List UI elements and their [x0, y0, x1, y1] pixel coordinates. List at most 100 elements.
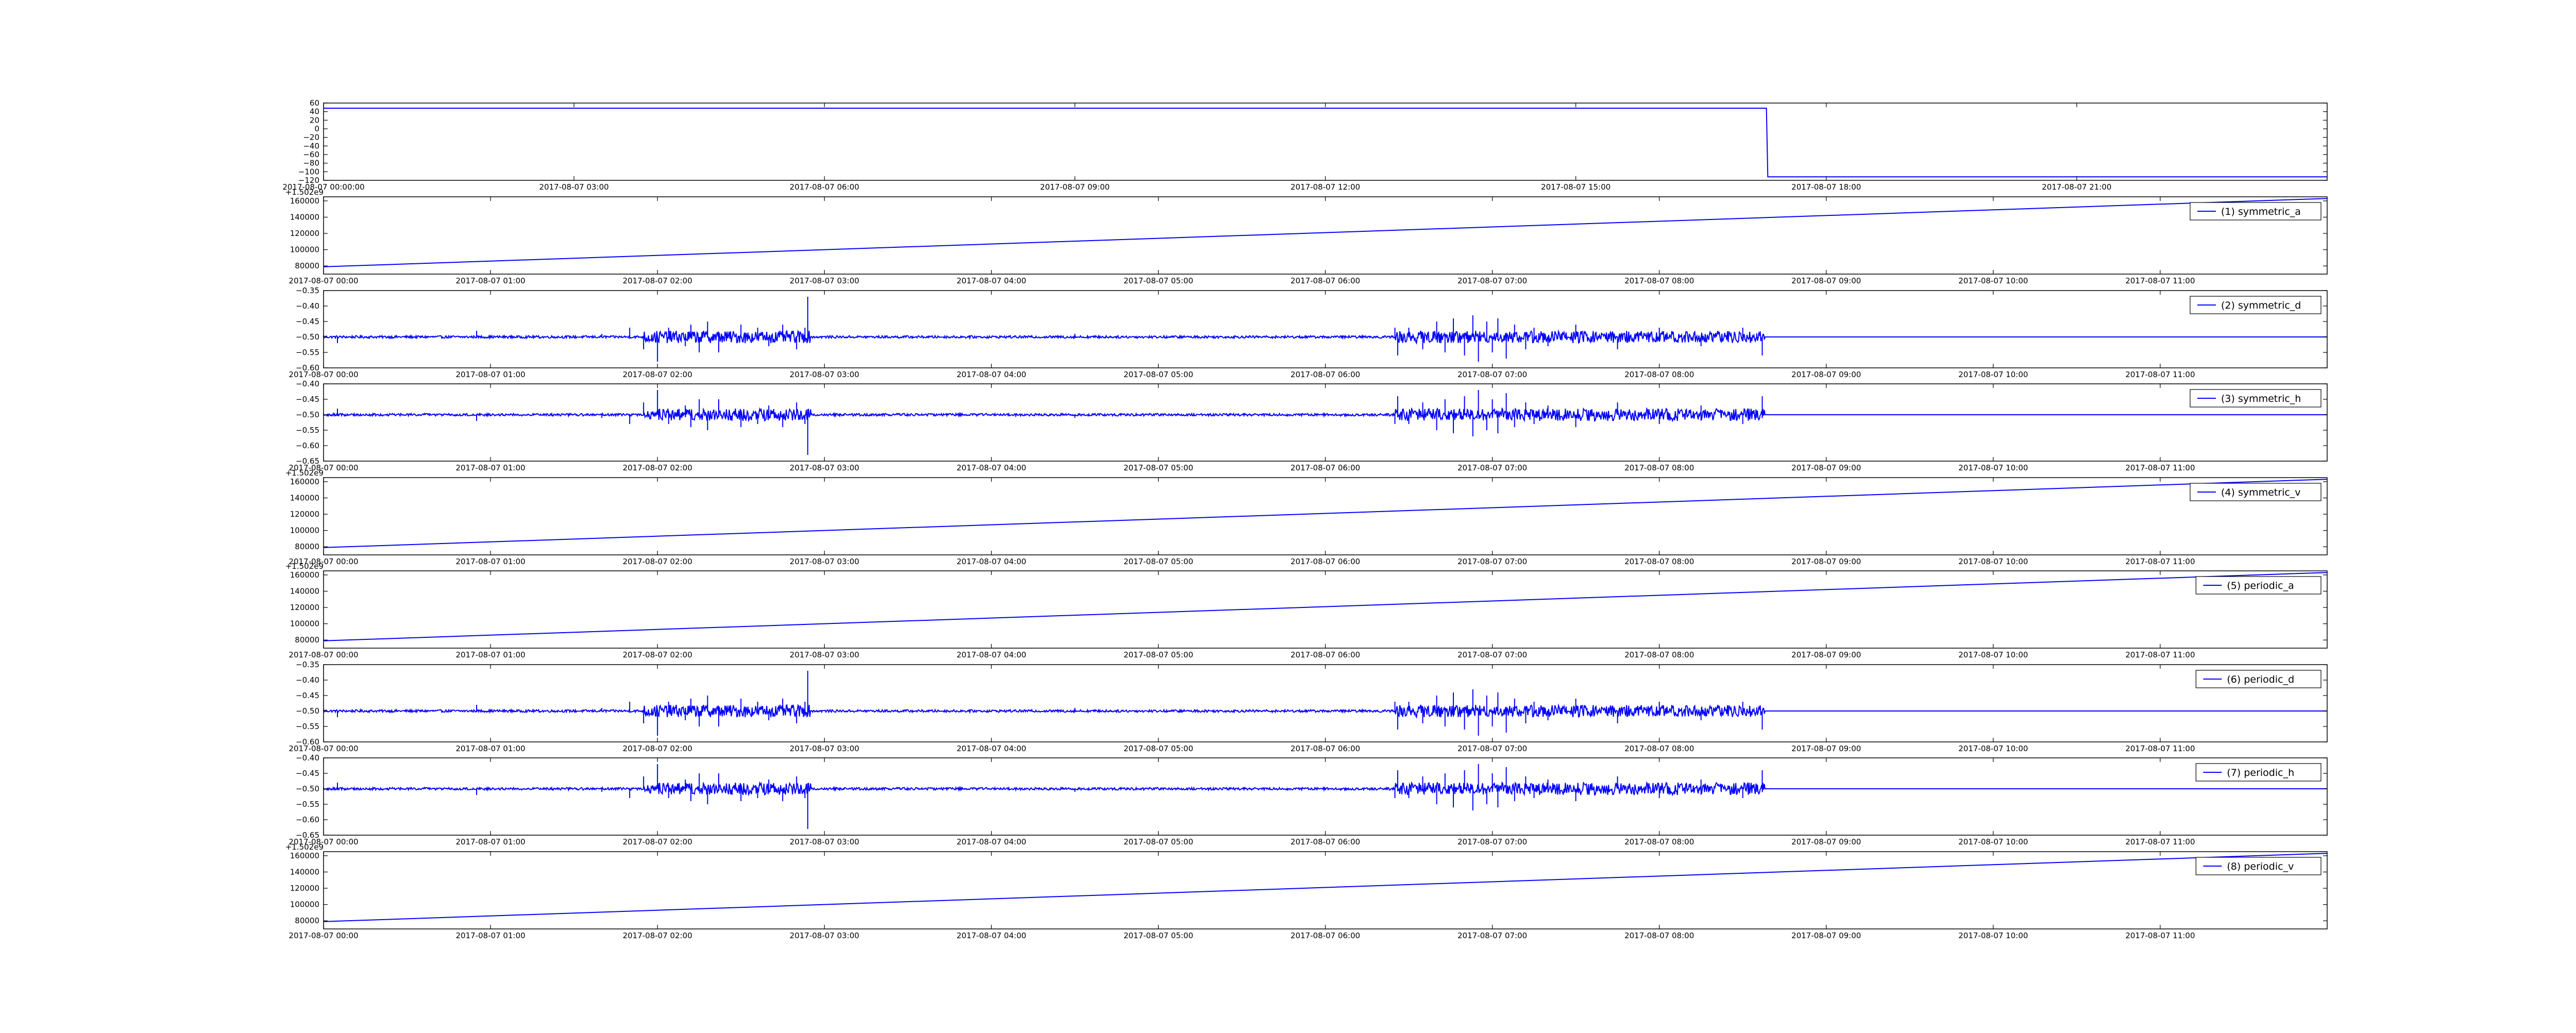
axes-frame: [323, 757, 2328, 836]
x-tick-label: 2017-08-07 18:00: [1791, 182, 1861, 192]
subplot-6: 160000 140000 120000 100000 80000 2017-08-07 …: [285, 562, 2328, 659]
y-tick-label: −0.60: [296, 737, 319, 747]
y-tick-label: 80000: [295, 916, 319, 925]
x-tick-label: 2017-08-07 07:00: [1458, 650, 1527, 659]
y-tick-label: 80000: [295, 261, 319, 270]
x-tick-label: 2017-08-07 09:00: [1040, 182, 1110, 192]
y-tick-label: −100: [298, 167, 319, 176]
x-tick-label: 2017-08-07 09:00: [1791, 837, 1861, 846]
y-tick-label: 160000: [290, 196, 319, 206]
series-4: [323, 390, 2327, 455]
y-tick-label: 140000: [290, 212, 319, 222]
y-tick-label: 160000: [290, 570, 319, 580]
x-tick-label: 2017-08-07 07:00: [1458, 463, 1527, 472]
x-tick-label: 2017-08-07 02:00: [623, 837, 692, 846]
y-offset-text: +1.502e9: [285, 188, 324, 197]
x-tick-label: 2017-08-07 01:00: [455, 370, 525, 379]
y-tick-label: −0.45: [296, 395, 319, 404]
y-tick-label: 40: [310, 107, 319, 116]
y-tick-label: 80000: [295, 542, 319, 551]
axes-frame: [323, 383, 2328, 462]
x-tick-label: 2017-08-07 05:00: [1124, 650, 1193, 659]
x-tick-label: 2017-08-07 02:00: [623, 744, 692, 753]
legend: (3) symmetric_h: [2190, 389, 2321, 408]
y-tick-label: 120000: [290, 510, 319, 519]
axes-frame: [323, 103, 2328, 181]
x-tick-label: 2017-08-07 11:00: [2125, 276, 2195, 285]
legend: (1) symmetric_a: [2190, 202, 2321, 221]
y-tick-label: −0.35: [296, 286, 319, 295]
x-tick-label: 2017-08-07 11:00: [2125, 557, 2195, 566]
x-tick-label: 2017-08-07 15:00: [1541, 182, 1611, 192]
x-tick-label: 2017-08-07 08:00: [1624, 463, 1694, 472]
legend: (8) periodic_v: [2195, 857, 2321, 875]
x-tick-label: 2017-08-07 08:00: [1624, 557, 1694, 566]
x-tick-label: 2017-08-07 08:00: [1624, 837, 1694, 846]
y-tick-label: −0.55: [296, 722, 319, 731]
legend-label: (8) periodic_v: [2227, 861, 2294, 872]
legend-label: (6) periodic_d: [2227, 674, 2294, 685]
y-tick-label: −0.60: [296, 815, 319, 824]
x-tick-label: 2017-08-07 05:00: [1124, 931, 1193, 940]
subplot-5: 160000 140000 120000 100000 80000 2017-08-07 …: [285, 468, 2328, 566]
x-tick-label: 2017-08-07 01:00: [455, 931, 525, 940]
x-tick-label: 2017-08-07 01:00: [455, 837, 525, 846]
series-2: [323, 198, 2328, 267]
x-tick-label: 2017-08-07 08:00: [1624, 370, 1694, 379]
legend-label: (3) symmetric_h: [2221, 393, 2301, 404]
series-line: [323, 671, 2327, 736]
y-tick-label: −0.50: [296, 332, 319, 342]
x-tick-label: 2017-08-07 08:00: [1624, 931, 1694, 940]
x-tick-label: 2017-08-07 02:00: [623, 557, 692, 566]
x-tick-label: 2017-08-07 00:00: [289, 744, 358, 753]
x-tick-label: 2017-08-07 01:00: [455, 744, 525, 753]
subplot-7: −0.35−0.40−0.45−0.50−0.55−0.602017-08-07…: [289, 660, 2328, 753]
x-tick-label: 2017-08-07 04:00: [957, 650, 1026, 659]
y-tick-label: 140000: [290, 586, 319, 596]
x-tick-label: 2017-08-07 04:00: [957, 557, 1026, 566]
y-tick-label: −20: [303, 133, 319, 142]
x-tick-label: 2017-08-07 04:00: [957, 931, 1026, 940]
y-offset-text: +1.502e9: [285, 842, 324, 852]
x-tick-label: 2017-08-07 03:00: [790, 837, 859, 846]
series-line: [323, 479, 2328, 548]
x-tick-label: 2017-08-07 04:00: [957, 837, 1026, 846]
x-tick-label: 2017-08-07 05:00: [1124, 744, 1193, 753]
x-tick-label: 2017-08-07 00:00: [289, 276, 358, 285]
x-tick-label: 2017-08-07 03:00: [790, 276, 859, 285]
y-tick-label: 140000: [290, 867, 319, 876]
x-tick-label: 2017-08-07 05:00: [1124, 370, 1193, 379]
series-line: [323, 297, 2327, 362]
subplot-9: 160000 140000 120000 100000 80000 2017-08-07 …: [285, 842, 2328, 940]
x-tick-label: 2017-08-07 10:00: [1958, 370, 2028, 379]
y-tick-label: −0.35: [296, 660, 319, 669]
y-tick-label: −0.55: [296, 348, 319, 357]
series-line: [323, 572, 2328, 641]
x-tick-label: 2017-08-07 00:00: [289, 837, 358, 846]
x-tick-label: 2017-08-07 10:00: [1958, 463, 2028, 472]
legend-label: (4) symmetric_v: [2221, 487, 2301, 498]
x-tick-label: 2017-08-07 05:00: [1124, 837, 1193, 846]
x-tick-label: 2017-08-07 06:00: [1291, 463, 1360, 472]
x-tick-label: 2017-08-07 09:00: [1791, 276, 1861, 285]
x-tick-label: 2017-08-07 11:00: [2125, 463, 2195, 472]
x-tick-label: 2017-08-07 10:00: [1958, 276, 2028, 285]
y-tick-label: 140000: [290, 493, 319, 502]
y-tick-label: −0.65: [296, 456, 319, 466]
x-tick-label: 2017-08-07 04:00: [957, 744, 1026, 753]
x-tick-label: 2017-08-07 06:00: [1291, 276, 1360, 285]
x-tick-label: 2017-08-07 00:00: [289, 650, 358, 659]
x-tick-label: 2017-08-07 03:00: [790, 744, 859, 753]
y-tick-label: 100000: [290, 245, 319, 255]
legend-label: (5) periodic_a: [2227, 580, 2294, 591]
x-tick-label: 2017-08-07 05:00: [1124, 463, 1193, 472]
x-tick-label: 2017-08-07 00:00: [289, 557, 358, 566]
y-tick-label: −40: [303, 141, 319, 150]
y-tick-label: 0: [314, 124, 319, 133]
legend-label: (7) periodic_h: [2227, 767, 2294, 778]
x-tick-label: 2017-08-07 04:00: [957, 463, 1026, 472]
y-tick-label: −0.50: [296, 706, 319, 716]
x-tick-label: 2017-08-07 07:00: [1458, 370, 1527, 379]
x-tick-label: 2017-08-07 00:00: [289, 463, 358, 472]
